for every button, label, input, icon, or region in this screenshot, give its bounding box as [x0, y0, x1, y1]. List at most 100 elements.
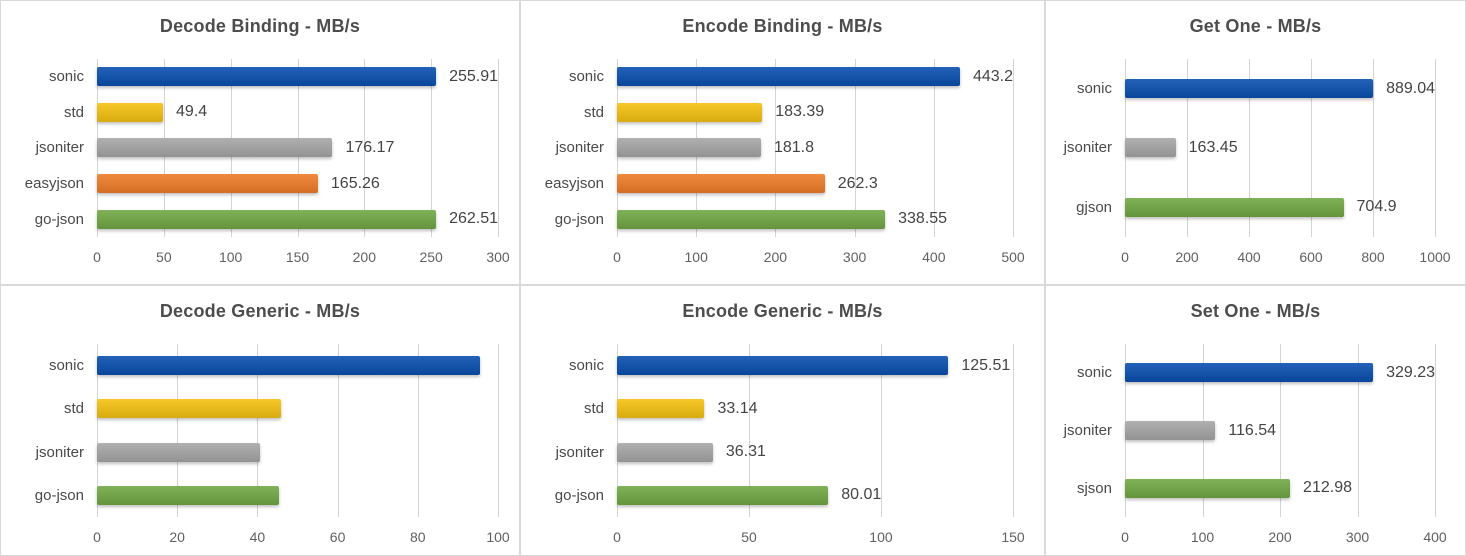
bar-track — [97, 442, 498, 462]
chart-title: Set One - MB/s — [1190, 301, 1321, 321]
bar-row: jsoniter 176.17 — [1, 130, 498, 166]
category-label: jsoniter — [35, 139, 84, 157]
bar-jsoniter — [617, 442, 713, 462]
chart-title: Decode Generic - MB/s — [159, 301, 361, 321]
gridline — [1435, 59, 1436, 237]
chart-panel-decode-generic: Decode Generic - MB/s sonic std jsoniter go… — [1, 286, 519, 555]
axis-tick-label: 300 — [1345, 529, 1370, 545]
category-label: std — [583, 400, 604, 418]
value-label: 116.54 — [1228, 421, 1277, 439]
bar-jsoniter — [97, 442, 260, 462]
axis-tick-label: 800 — [1361, 249, 1385, 265]
value-label: 49.4 — [176, 103, 208, 121]
axis-tick-label: 0 — [93, 249, 101, 265]
axis-tick-label: 100 — [218, 249, 243, 265]
bar-chart-encode-binding: sonic 443.2 std 183.39 jsoniter 181.8 easyjson… — [521, 59, 1044, 270]
bar-row: jsoniter — [1, 431, 498, 474]
bar-track: 165.26 — [97, 174, 498, 194]
chart-panel-get-one: Get One - MB/s sonic 889.04 jsoniter 163.45… — [1046, 1, 1465, 284]
axis-tick-label: 300 — [842, 249, 867, 265]
x-axis: 0 20 40 60 80 100 — [93, 526, 510, 550]
bar-sonic — [617, 356, 949, 376]
bar-sonic — [617, 67, 960, 87]
chart-panel-encode-binding: Encode Binding - MB/s sonic 443.2 std 183.3… — [521, 1, 1044, 284]
axis-tick-label: 200 — [1268, 529, 1292, 545]
axis-tick-label: 100 — [684, 249, 708, 265]
category-label: std — [583, 103, 604, 121]
plot-area: sonic 125.51 std 33.14 jsoniter 36.31 go-json 8… — [521, 344, 1044, 517]
category-label: gjson — [1076, 198, 1112, 216]
bar-track: 443.2 — [617, 67, 1013, 87]
category-label: go-json — [554, 486, 604, 504]
bar-track: 80.01 — [617, 485, 1013, 505]
bar-rows: sonic 443.2 std 183.39 jsoniter 181.8 easyjson… — [521, 59, 1013, 237]
bar-sonic — [1125, 79, 1374, 99]
gridline — [933, 59, 935, 237]
bar-chart-decode-binding: sonic 255.91 std 49.4 jsoniter 176.17 easyjson… — [1, 59, 519, 270]
axis-tick-label: 100 — [869, 529, 893, 545]
category-label: sonic — [1076, 80, 1112, 98]
x-axis: 0 100 200 300 400 — [1121, 526, 1447, 550]
value-label: 176.17 — [345, 138, 395, 156]
bar-row: jsoniter 36.31 — [521, 431, 1013, 474]
bar-chart-get-one: sonic 889.04 jsoniter 163.45 gjson 704.9 0 200 4… — [1046, 59, 1465, 270]
gridline — [1435, 344, 1436, 517]
bar-row: easyjson 262.3 — [521, 166, 1013, 202]
plot-area: sonic std jsoniter go-json — [1, 344, 519, 517]
bar-row: sonic 889.04 — [1046, 59, 1435, 118]
gridline — [748, 344, 750, 517]
bar-rows: sonic 255.91 std 49.4 jsoniter 176.17 easyjson… — [1, 59, 498, 237]
axis-tick-label: 400 — [922, 249, 946, 265]
gridline — [364, 59, 366, 237]
gridline — [1013, 344, 1014, 517]
plot-area: sonic 889.04 jsoniter 163.45 gjson 704.9 — [1046, 59, 1465, 237]
bar-rows: sonic 889.04 jsoniter 163.45 gjson 704.9 — [1046, 59, 1435, 237]
axis-tick-label: 400 — [1237, 249, 1261, 265]
axis-tick-label: 200 — [1175, 249, 1199, 265]
category-label: jsoniter — [35, 443, 84, 461]
bar-track: 36.31 — [617, 442, 1013, 462]
category-label: go-json — [34, 210, 84, 228]
bar-easyjson — [97, 174, 318, 194]
gridline — [1249, 59, 1250, 237]
bar-track: 338.55 — [617, 209, 1013, 229]
bar-go-json — [97, 209, 437, 229]
gridline — [257, 344, 259, 517]
axis-tick-label: 100 — [486, 529, 510, 545]
bar-row: std 33.14 — [521, 387, 1013, 430]
bar-row: sonic 125.51 — [521, 344, 1013, 387]
bar-track: 33.14 — [617, 399, 1013, 419]
grid-layer — [617, 344, 1014, 517]
gridline — [880, 344, 882, 517]
chart-title: Encode Binding - MB/s — [682, 16, 883, 36]
gridline — [1357, 344, 1359, 517]
bar-std — [97, 399, 282, 419]
bar-sonic — [97, 67, 437, 87]
chart-title: Get One - MB/s — [1189, 16, 1322, 36]
chart-panel-set-one: Set One - MB/s sonic 329.23 jsoniter 116.54… — [1046, 286, 1465, 555]
value-label: 443.2 — [972, 67, 1013, 85]
category-label: go-json — [554, 210, 604, 228]
gridline — [1311, 59, 1312, 237]
bar-go-json — [617, 209, 886, 229]
bar-row: std — [1, 387, 498, 430]
value-label: 33.14 — [717, 399, 758, 417]
bar-std — [617, 102, 763, 122]
bar-row: jsoniter 181.8 — [521, 130, 1013, 166]
bar-row: sjson 212.98 — [1046, 459, 1435, 517]
axis-tick-label: 200 — [763, 249, 788, 265]
category-label: jsoniter — [555, 139, 604, 157]
bar-row: easyjson 165.26 — [1, 166, 498, 202]
axis-tick-label: 150 — [285, 249, 310, 265]
bar-chart-set-one: sonic 329.23 jsoniter 116.54 sjson 212.98 0 100… — [1046, 344, 1465, 550]
gridline — [337, 344, 339, 517]
bar-gjson — [1125, 197, 1344, 217]
value-label: 329.23 — [1386, 363, 1435, 381]
bar-row: sonic 443.2 — [521, 59, 1013, 95]
category-label: go-json — [34, 486, 84, 504]
axis-tick-label: 600 — [1299, 249, 1323, 265]
axis-tick-label: 0 — [1121, 249, 1129, 265]
axis-tick-label: 60 — [329, 529, 346, 545]
bar-row: go-json — [1, 474, 498, 517]
gridline — [1373, 59, 1374, 237]
